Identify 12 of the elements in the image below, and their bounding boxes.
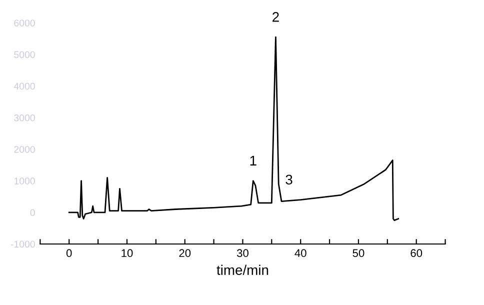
x-tick-label: 30 (236, 249, 248, 258)
x-tick-label: 0 (66, 249, 72, 258)
x-tick-label: 20 (179, 249, 191, 258)
x-tick-label: 50 (352, 249, 364, 258)
x-tick-label: 10 (122, 249, 133, 258)
line-series (68, 36, 400, 222)
x-axis-title: time/min (216, 264, 268, 275)
annotation: 2 (272, 12, 279, 22)
annotation: 1 (250, 156, 256, 166)
annotation: 3 (286, 174, 292, 185)
x-tick-label: 40 (294, 249, 306, 258)
x-tick-label: 60 (410, 249, 422, 258)
